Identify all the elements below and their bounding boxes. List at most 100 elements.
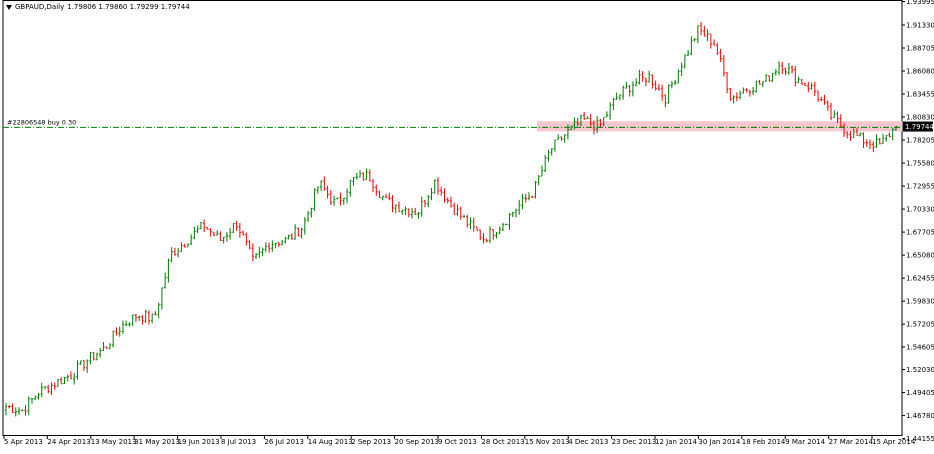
candle [264,242,268,253]
candle [742,87,745,94]
candle [781,61,784,75]
candle [813,81,816,97]
candle [690,36,693,56]
candle [482,232,485,244]
candle [709,33,713,49]
candle [98,347,102,358]
x-tick-label: 14 Aug 2013 [308,438,353,446]
candle [362,172,365,181]
candle [115,327,118,336]
x-tick-label: 23 Dec 2013 [612,438,657,446]
candle [751,87,755,96]
candle [508,212,511,230]
y-tick-label: 1.49405 [906,389,934,397]
y-tick-label: 1.78205 [906,137,934,145]
candle [625,81,628,89]
candle [254,252,258,259]
y-tick-label: 1.88705 [906,44,934,52]
candle [167,258,170,283]
x-tick-label: 5 Apr 2013 [4,438,43,446]
x-tick-label: 18 Feb 2014 [742,438,786,446]
current-price-tag [903,121,933,132]
current-price-label: 1.79744 [905,123,934,131]
candle [50,382,53,396]
candle [628,85,631,97]
y-tick-label: 1.70330 [906,206,934,214]
candle [443,188,446,203]
candle [128,322,131,327]
x-tick-label: 15 Nov 2013 [525,438,570,446]
y-tick-label: 1.54605 [906,343,934,351]
candle [183,243,186,248]
candle [150,313,154,324]
x-tick-label: 27 Mar 2014 [829,438,874,446]
candle [280,239,284,246]
candle [391,195,394,213]
candle [855,127,859,137]
candle [414,207,417,215]
candle [657,84,661,91]
y-tick-label: 1.80830 [906,114,934,122]
candle [846,131,849,139]
candle [446,197,449,204]
y-tick-label: 1.44155 [906,435,934,443]
candle [147,310,151,325]
candle [160,287,164,310]
candle [664,94,667,108]
x-tick-label: 13 May 2013 [91,438,137,446]
candle [521,193,524,210]
candle [755,80,758,93]
candle [261,247,264,257]
candle [823,94,826,105]
candle [586,116,589,120]
candle [449,196,453,208]
candle [761,81,765,88]
x-tick-label: 8 Jul 2013 [221,438,256,446]
candle [680,62,683,76]
candle [579,114,583,127]
candle [677,69,680,84]
candle [475,226,479,231]
candle [784,67,787,76]
candle [222,236,225,244]
candle [888,132,891,138]
candle [589,113,592,127]
candle [251,243,255,262]
candle [95,352,99,361]
candle [631,81,635,97]
candle [27,396,30,416]
candle [105,346,108,349]
candle [225,232,229,242]
candle [108,343,112,350]
candle [878,137,881,145]
candle [667,84,670,104]
y-tick-label: 1.91330 [906,21,934,29]
candle [82,360,86,371]
candle [92,351,95,361]
candle [868,139,872,150]
candle [683,54,687,69]
candle [34,395,37,401]
y-tick-label: 1.46780 [906,412,934,420]
candle [638,69,641,85]
candle [404,206,407,215]
candle [875,134,878,148]
candle [232,222,235,233]
candle [514,208,518,218]
dropdown-triangle-icon[interactable] [6,4,12,10]
candle [748,90,752,97]
candle [488,226,492,244]
candle [693,38,696,42]
candle [550,148,553,156]
candle [712,39,716,46]
candle [469,217,472,230]
candle [472,217,475,232]
candle [102,341,105,352]
candle [556,134,560,140]
candle [300,227,303,239]
candle [735,92,739,102]
candle [358,170,362,178]
candle [816,90,820,102]
